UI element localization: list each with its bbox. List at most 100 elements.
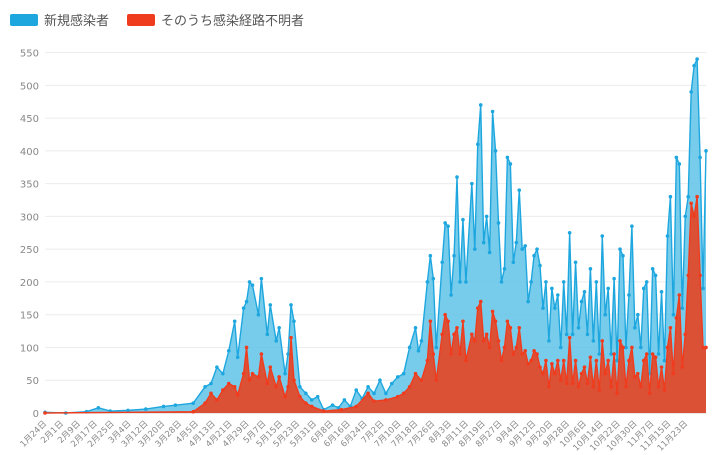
point-unknown xyxy=(538,365,542,369)
point-total xyxy=(490,109,495,114)
point-total xyxy=(630,224,634,229)
point-unknown xyxy=(354,404,359,409)
legend-label-total: 新規感染者 xyxy=(44,14,110,29)
point-total xyxy=(659,289,664,294)
point-unknown xyxy=(241,371,246,376)
point-total xyxy=(662,358,667,363)
point-unknown xyxy=(585,381,590,386)
y-tick-label: 500 xyxy=(20,81,39,92)
point-total xyxy=(241,306,246,310)
point-total xyxy=(315,394,320,399)
point-total xyxy=(390,381,394,386)
point-total xyxy=(191,401,196,405)
point-total xyxy=(561,280,566,284)
point-unknown xyxy=(309,404,314,409)
point-total xyxy=(298,384,302,389)
point-total xyxy=(283,371,287,376)
point-total xyxy=(621,253,625,258)
point-total xyxy=(446,224,450,229)
y-tick-label: 350 xyxy=(20,180,39,191)
legend-item-total[interactable]: 新規感染者 xyxy=(10,10,109,29)
point-total xyxy=(475,142,480,147)
point-unknown xyxy=(401,391,406,396)
point-total xyxy=(244,299,249,304)
y-tick-label: 150 xyxy=(20,311,39,322)
y-tick-label: 450 xyxy=(20,114,39,125)
y-tick-label: 0 xyxy=(33,409,39,420)
point-unknown xyxy=(641,358,646,363)
point-unknown xyxy=(704,345,708,350)
point-unknown xyxy=(478,299,483,304)
point-unknown xyxy=(431,352,436,356)
point-total xyxy=(615,358,619,363)
point-unknown xyxy=(570,381,575,386)
legend: 新規感染者 そのうち感染経路不明者 xyxy=(10,10,304,29)
y-tick-label: 200 xyxy=(20,278,39,289)
point-unknown xyxy=(656,384,661,389)
point-total xyxy=(529,280,533,284)
point-total xyxy=(484,214,489,219)
point-unknown xyxy=(615,391,619,396)
point-unknown xyxy=(395,394,400,399)
point-total xyxy=(594,280,599,284)
point-total xyxy=(366,384,370,389)
point-unknown xyxy=(514,345,519,350)
y-tick-label: 550 xyxy=(20,49,39,60)
point-total xyxy=(143,407,148,411)
point-unknown xyxy=(603,371,608,376)
point-unknown xyxy=(484,332,489,337)
point-total xyxy=(653,273,658,278)
point-total xyxy=(612,276,616,281)
point-total xyxy=(668,194,673,199)
point-unknown xyxy=(413,371,418,376)
point-total xyxy=(464,280,468,284)
point-total xyxy=(268,303,273,307)
point-unknown xyxy=(665,345,670,350)
point-unknown xyxy=(470,332,474,337)
point-unknown xyxy=(265,381,270,386)
point-unknown xyxy=(321,409,326,413)
point-total xyxy=(520,247,525,251)
point-total xyxy=(461,217,465,222)
point-total xyxy=(695,57,699,61)
point-total xyxy=(330,403,335,407)
point-total xyxy=(354,388,359,392)
point-total xyxy=(96,405,101,410)
point-unknown xyxy=(662,388,667,392)
point-total xyxy=(265,332,270,337)
line-total xyxy=(44,58,707,414)
legend-item-unknown[interactable]: そのうち感染経路不明者 xyxy=(127,10,304,29)
point-unknown xyxy=(573,358,578,363)
point-total xyxy=(440,260,444,265)
point-unknown xyxy=(502,345,507,350)
point-total xyxy=(692,63,696,68)
point-unknown xyxy=(680,365,685,369)
point-total xyxy=(701,286,705,291)
point-total xyxy=(665,234,670,238)
point-unknown xyxy=(475,306,480,310)
point-unknown xyxy=(594,358,599,363)
point-unknown xyxy=(644,352,649,356)
point-unknown xyxy=(600,339,605,343)
point-unknown xyxy=(496,339,501,343)
point-unknown xyxy=(455,326,459,330)
point-total xyxy=(304,391,308,396)
point-total xyxy=(289,303,293,307)
point-total xyxy=(567,230,572,235)
point-unknown xyxy=(235,392,240,397)
point-unknown xyxy=(232,384,237,389)
point-unknown xyxy=(689,201,693,206)
point-unknown xyxy=(650,352,655,356)
point-unknown xyxy=(244,345,249,350)
point-total xyxy=(532,253,536,258)
point-unknown xyxy=(561,358,566,363)
point-unknown xyxy=(250,371,255,376)
point-unknown xyxy=(553,371,557,376)
point-unknown xyxy=(695,194,699,199)
y-tick-label: 250 xyxy=(20,245,39,256)
point-total xyxy=(259,276,264,281)
point-total xyxy=(342,398,347,402)
point-unknown xyxy=(481,339,486,343)
point-unknown xyxy=(366,391,370,396)
point-total xyxy=(221,371,225,376)
